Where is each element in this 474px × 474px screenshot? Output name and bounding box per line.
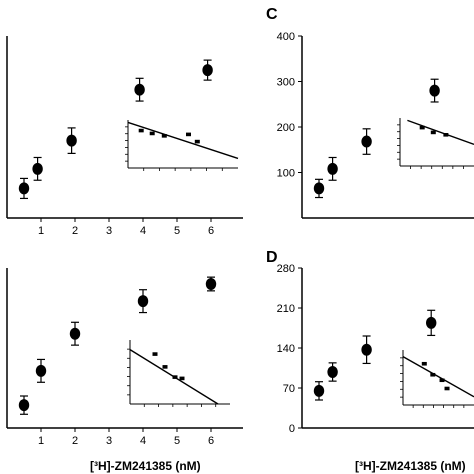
- y-tick-label: 210: [277, 303, 295, 315]
- x-tick-label: 6: [208, 435, 214, 447]
- x-tick-label: 4: [140, 435, 146, 447]
- x-tick-label: 2: [72, 225, 78, 237]
- data-point: [18, 399, 30, 412]
- data-point: [137, 295, 149, 308]
- y-tick-label: 280: [277, 263, 295, 275]
- data-point: [69, 327, 81, 340]
- data-point: [313, 182, 325, 195]
- text-layer: C D [³H]-ZM241385 (nM) [³H]-ZM241385 (nM…: [90, 6, 466, 473]
- y-tick-label: 400: [277, 31, 295, 43]
- x-tick-label: 4: [140, 225, 146, 237]
- y-tick-label: 140: [277, 343, 295, 355]
- data-point: [327, 366, 338, 378]
- x-tick-label: 3: [106, 225, 112, 237]
- data-point: [361, 343, 372, 356]
- x-axis-label-left: [³H]-ZM241385 (nM): [90, 459, 201, 473]
- y-tick-label: 0: [289, 423, 295, 435]
- inset-data-point: [152, 352, 158, 356]
- inset-data-point: [138, 128, 144, 133]
- data-point: [361, 135, 372, 148]
- marks-layer: [18, 59, 474, 415]
- data-point: [327, 162, 338, 175]
- panel-letter-c: C: [266, 6, 278, 23]
- y-tick-label: 200: [277, 122, 295, 134]
- x-tick-label: 1: [38, 225, 44, 237]
- inset-data-point: [186, 132, 191, 137]
- inset-data-point: [162, 365, 168, 369]
- inset-data-point: [430, 372, 436, 377]
- inset-data-point: [444, 386, 450, 391]
- x-tick-label: 5: [174, 435, 180, 447]
- axes-layer: 1 2 3 4 5 6 100 200 300 400 1 2 3 4 5 6 0 70 140 210 280: [6, 31, 474, 447]
- inset-data-point: [179, 376, 185, 381]
- inset-data-point: [149, 131, 155, 136]
- data-point: [429, 84, 440, 97]
- data-point: [313, 384, 325, 397]
- inset-data-point: [421, 361, 427, 366]
- data-point: [202, 64, 213, 77]
- inset-data-point: [439, 378, 445, 383]
- inset-data-point: [161, 134, 167, 138]
- data-point: [134, 83, 145, 96]
- data-point: [35, 364, 47, 377]
- panel-letter-d: D: [266, 249, 278, 266]
- x-axis-label-right: [³H]-ZM241385 (nM): [355, 459, 466, 473]
- y-tick-label: 100: [277, 168, 295, 180]
- data-point: [18, 182, 30, 195]
- inset-data-point: [172, 375, 178, 379]
- y-tick-label: 70: [283, 383, 295, 395]
- inset-data-point: [419, 125, 425, 130]
- inset-data-point: [443, 133, 449, 137]
- data-point: [205, 278, 217, 290]
- y-tick-label: 300: [277, 77, 295, 89]
- x-tick-label: 5: [174, 225, 180, 237]
- x-tick-label: 3: [106, 435, 112, 447]
- data-point: [32, 162, 43, 175]
- inset-fit-line: [407, 119, 474, 146]
- x-tick-label: 1: [38, 435, 44, 447]
- inset-data-point: [194, 139, 200, 144]
- inset-fit-line: [402, 355, 474, 398]
- data-point: [426, 316, 437, 329]
- inset-fit-line: [127, 121, 239, 160]
- inset-data-point: [430, 130, 436, 135]
- x-tick-label: 2: [72, 435, 78, 447]
- x-tick-label: 6: [208, 225, 214, 237]
- data-point: [66, 134, 77, 147]
